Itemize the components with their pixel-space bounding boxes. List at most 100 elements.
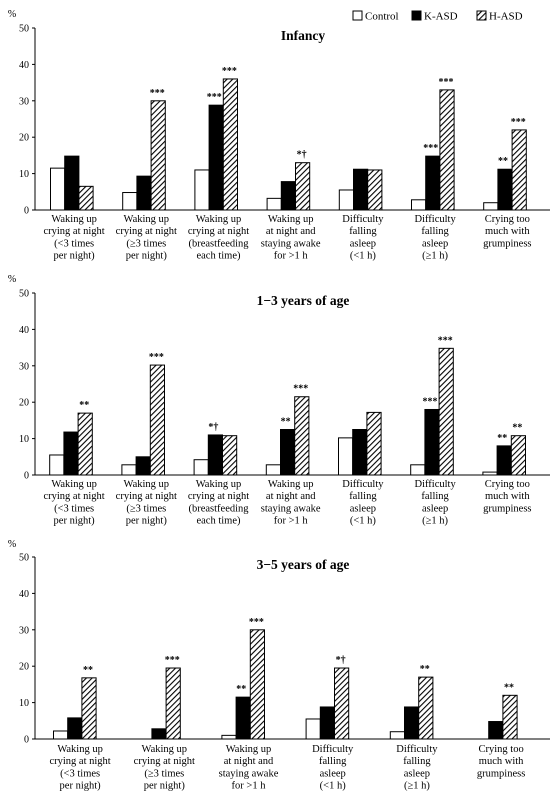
category-label-line: Waking up	[142, 744, 188, 755]
category-label-line: (≥1 h)	[422, 251, 448, 262]
significance-label: ***	[423, 143, 438, 154]
y-tick-label: 10	[19, 434, 29, 445]
y-tick-label: 0	[24, 206, 29, 217]
significance-label: ***	[438, 335, 453, 346]
bar-control	[338, 189, 354, 211]
legend-label-k-asd: K-ASD	[424, 11, 458, 23]
bar-control	[49, 454, 65, 476]
bar-h-asd	[438, 347, 454, 476]
bar-h-asd	[418, 676, 434, 740]
bar-k-asd	[404, 706, 420, 740]
category-label-line: (≥1 h)	[404, 781, 430, 792]
category-label-line: Waking up	[196, 479, 242, 490]
legend-swatch-control	[352, 10, 363, 21]
category-label-line: (breastfeeding	[188, 238, 249, 249]
category-label: Crying too much with grumpiness	[483, 479, 531, 514]
significance-label: ***	[249, 617, 264, 628]
category-label-line: Waking up	[124, 479, 170, 490]
legend-swatch-h-asd	[476, 10, 487, 21]
legend: Control K-ASD H-ASD	[352, 10, 523, 23]
category-label: Waking up crying at night (<3 times per nig…	[49, 744, 110, 792]
y-axis-label: %	[8, 539, 16, 550]
significance-label: ***	[207, 92, 222, 103]
category-label-line: falling	[349, 491, 377, 502]
significance-label: ***	[293, 384, 308, 395]
bar-k-asd	[319, 706, 335, 740]
significance-label: ***	[511, 117, 526, 128]
significance-label: *†	[297, 150, 307, 161]
category-label-line: crying at night	[49, 756, 110, 767]
category-label-line: asleep	[404, 768, 430, 779]
bar-k-asd	[424, 408, 440, 476]
category-label-line: Difficulty	[342, 479, 384, 490]
y-tick-label: 0	[24, 735, 29, 746]
y-tick-label: 40	[19, 589, 29, 600]
y-tick-label: 40	[19, 325, 29, 336]
category-label-line: much with	[485, 491, 530, 502]
category-label: Crying too much with grumpiness	[483, 214, 531, 249]
category-label-line: for >1 h	[274, 516, 309, 527]
bar-control	[50, 167, 66, 211]
bar-h-asd	[294, 396, 310, 476]
significance-label: *†	[336, 655, 346, 666]
category-label-line: for >1 h	[274, 251, 309, 262]
bar-control	[53, 730, 69, 740]
category-label-line: grumpiness	[483, 503, 531, 514]
category-label-line: Waking up	[51, 214, 97, 225]
bar-k-asd	[352, 429, 368, 476]
category-label-line: for >1 h	[232, 781, 267, 792]
bar-k-asd	[497, 168, 513, 211]
bar-control	[389, 731, 405, 740]
y-tick-label: 50	[19, 553, 29, 564]
bar-control	[266, 197, 282, 211]
category-label-line: Waking up	[124, 214, 170, 225]
category-label-line: per night)	[60, 781, 102, 792]
category-label-line: staying awake	[261, 238, 321, 249]
category-label-line: per night)	[54, 251, 96, 262]
bar-k-asd	[136, 175, 152, 211]
bar-h-asd	[222, 78, 239, 211]
y-axis-label: %	[8, 9, 16, 20]
bar-h-asd	[502, 694, 518, 740]
category-label-line: Difficulty	[414, 479, 456, 490]
bar-h-asd	[439, 89, 455, 211]
bar-h-asd	[511, 129, 527, 211]
significance-label: ***	[439, 77, 454, 88]
category-label-line: asleep	[350, 238, 376, 249]
significance-label: ***	[149, 352, 164, 363]
category-label: Waking up crying at night (≥3 times per nig…	[116, 479, 177, 527]
chart-title: Infancy	[281, 28, 326, 43]
bar-k-asd	[280, 429, 296, 476]
y-tick-label: 30	[19, 361, 29, 372]
bar-control	[121, 464, 137, 476]
category-label-line: per night)	[126, 516, 168, 527]
category-label-line: Difficulty	[342, 214, 384, 225]
bar-h-asd	[78, 185, 94, 211]
category-label-line: Crying too	[485, 214, 530, 225]
category-label-line: Waking up	[57, 744, 103, 755]
bar-h-asd	[149, 364, 166, 476]
significance-label: **	[498, 156, 508, 167]
category-label-line: per night)	[144, 781, 186, 792]
y-tick-label: 50	[19, 24, 29, 35]
category-label-line: asleep	[350, 503, 376, 514]
category-label: Waking up crying at night (breastfeeding ea…	[188, 479, 249, 527]
y-tick-label: 20	[19, 662, 29, 673]
category-label-line: Difficulty	[396, 744, 438, 755]
category-label-line: Crying too	[478, 744, 523, 755]
category-label-line: (<3 times	[54, 503, 94, 514]
y-tick-label: 30	[19, 625, 29, 636]
y-tick-label: 20	[19, 398, 29, 409]
bar-k-asd	[208, 104, 224, 211]
category-label: Waking up at night and staying awake for >1…	[219, 744, 279, 792]
bar-control	[411, 199, 427, 211]
category-label-line: at night and	[224, 756, 274, 767]
bar-control	[193, 459, 209, 476]
bar-h-asd	[222, 435, 238, 476]
bar-h-asd	[77, 412, 93, 476]
category-label-line: crying at night	[116, 491, 177, 502]
significance-label: *†	[208, 422, 218, 433]
category-label: Waking up crying at night (breastfeeding ea…	[188, 214, 249, 262]
